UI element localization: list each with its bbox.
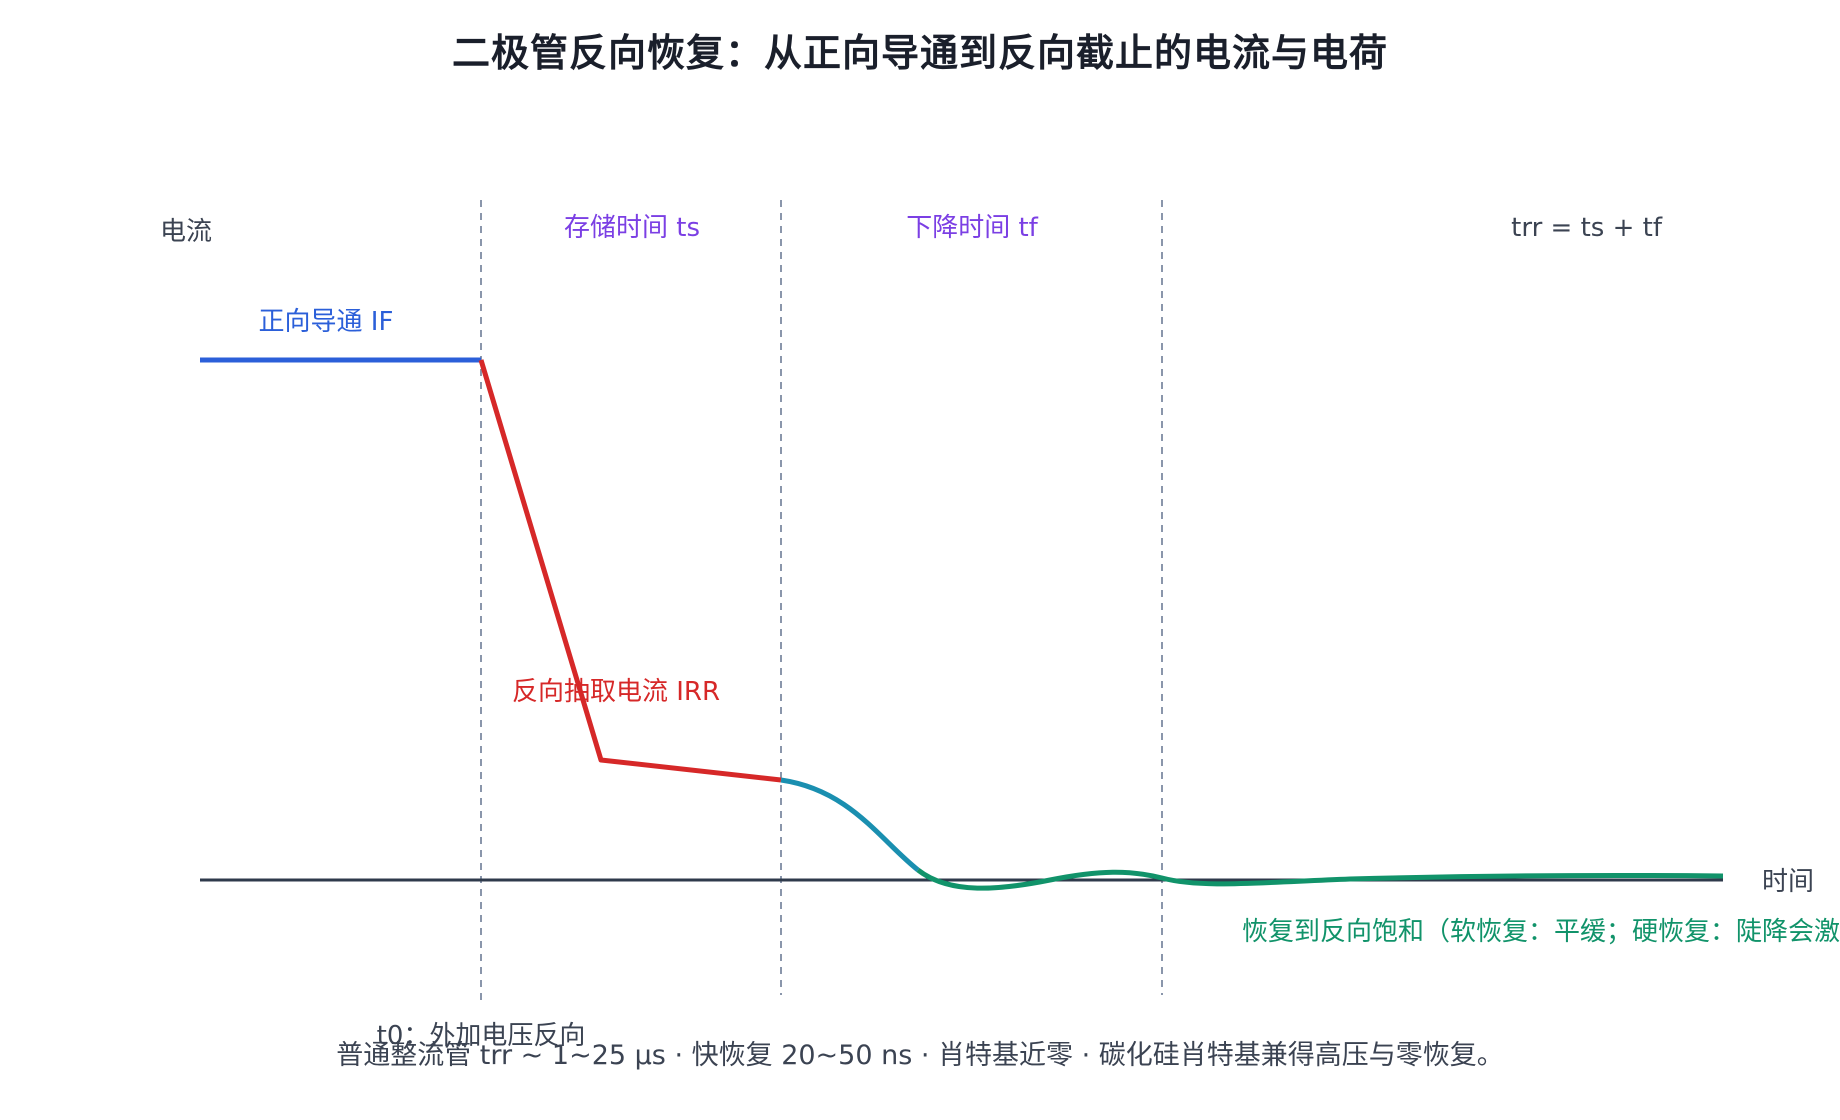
page-title: 二极管反向恢复：从正向导通到反向截止的电流与电荷 bbox=[451, 31, 1388, 75]
fall-time-curve bbox=[780, 777, 920, 872]
t0-label: t0：外加电压反向 bbox=[377, 1021, 586, 1051]
y-axis-label: 电流 bbox=[160, 217, 212, 247]
recovery-label: 恢复到反向饱和（软恢复：平缓；硬恢复：陡降会激 bbox=[1242, 917, 1840, 947]
footer-caption: 普通整流管 trr ~ 1~25 μs · 快恢复 20~50 ns · 肖特基… bbox=[336, 1040, 1504, 1071]
trr-formula-label: trr = ts + tf bbox=[1511, 213, 1663, 243]
reverse-current-label: 反向抽取电流 IRR bbox=[512, 677, 720, 707]
x-axis-label: 时间 bbox=[1762, 867, 1814, 897]
fall-time-label: 下降时间 tf bbox=[906, 213, 1038, 243]
reverse-current-line bbox=[478, 359, 782, 783]
recovery-curve bbox=[916, 868, 1724, 891]
forward-current-label: 正向导通 IF bbox=[259, 307, 394, 337]
storage-time-label: 存储时间 ts bbox=[564, 213, 700, 243]
